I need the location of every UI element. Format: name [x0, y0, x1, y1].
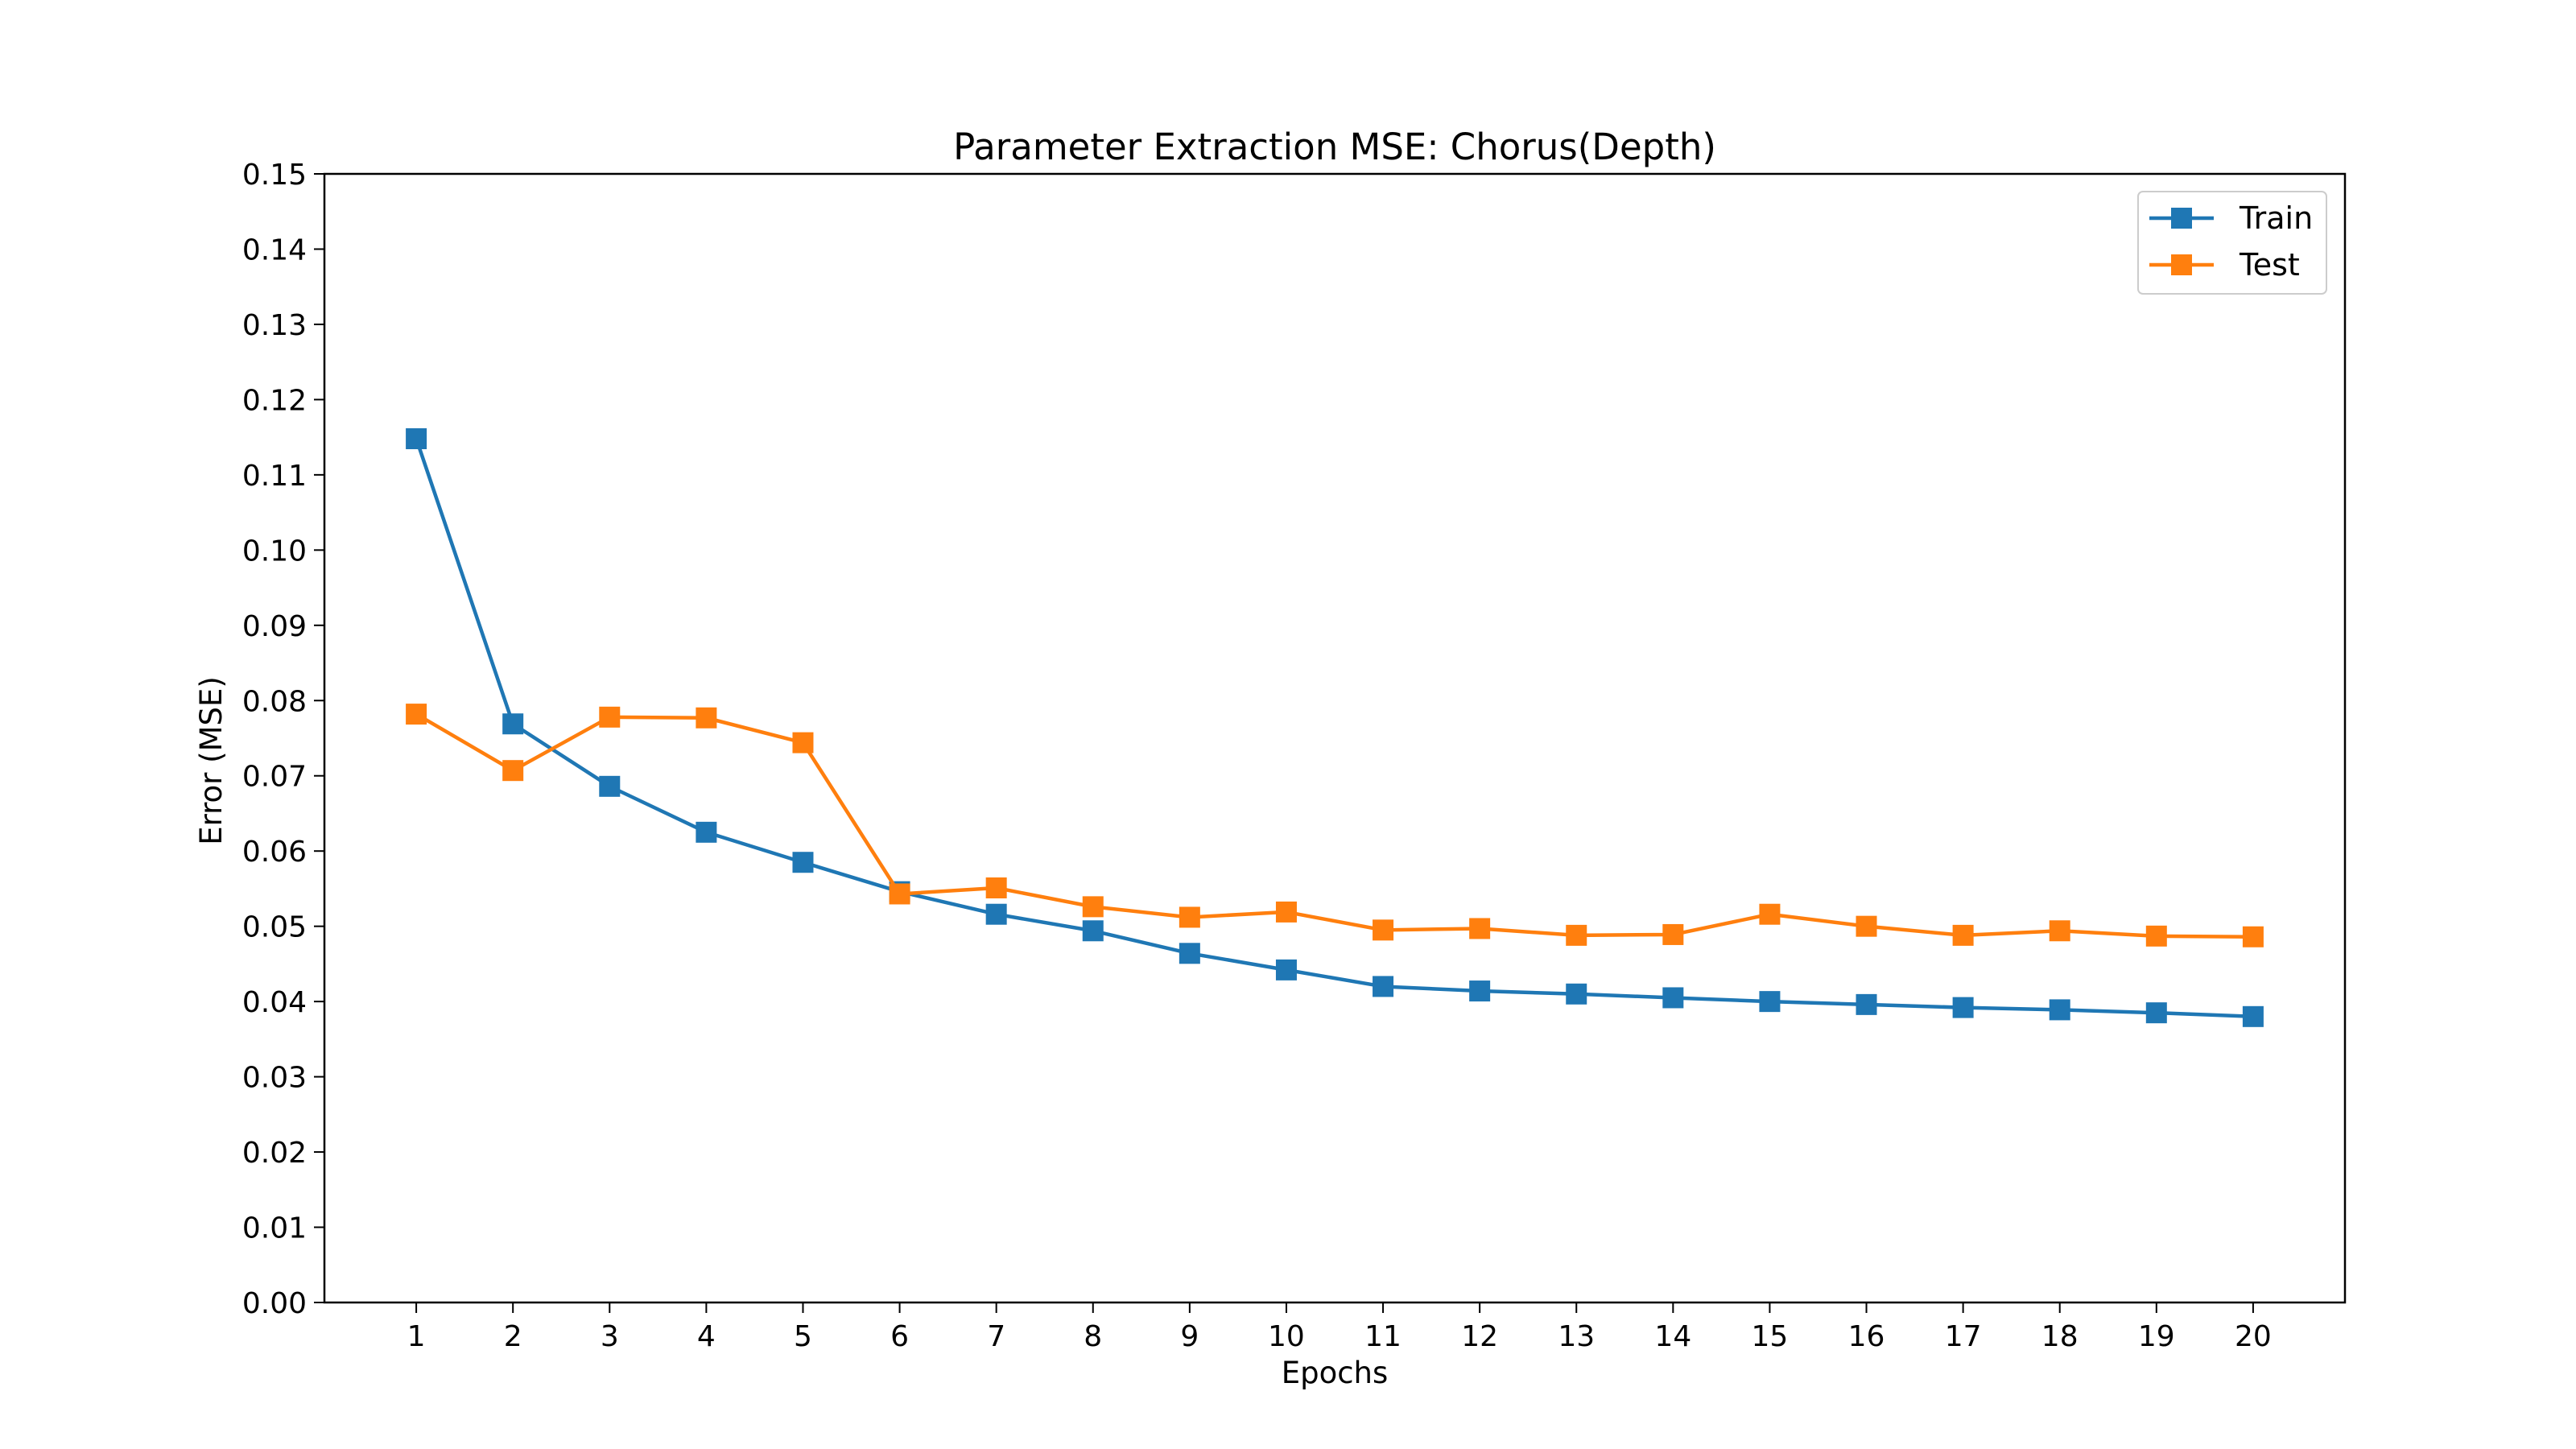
x-tick-label: 20: [2235, 1320, 2272, 1353]
data-point-test: [1275, 901, 1297, 923]
legend-label-train: Train: [2239, 200, 2313, 236]
data-point-train: [1566, 983, 1587, 1005]
data-point-train: [2242, 1005, 2264, 1027]
data-point-test: [502, 760, 524, 782]
legend-marker-train: [2171, 208, 2192, 229]
data-point-train: [1856, 993, 1877, 1015]
x-tick-label: 12: [1461, 1320, 1498, 1353]
series-line-train: [414, 436, 2256, 1019]
y-tick-label: 0.03: [242, 1062, 307, 1095]
y-tick-label: 0.09: [242, 610, 307, 643]
data-point-test: [985, 877, 1007, 898]
data-point-test: [2145, 925, 2167, 947]
y-tick-label: 0.11: [242, 460, 307, 493]
x-tick-label: 5: [794, 1320, 812, 1353]
x-axis-label: Epochs: [1282, 1356, 1389, 1390]
x-tick-label: 11: [1364, 1320, 1402, 1353]
data-point-train: [1952, 997, 1974, 1018]
x-tick-label: 7: [987, 1320, 1005, 1353]
y-tick-label: 0.14: [242, 233, 307, 266]
x-tick-label: 10: [1268, 1320, 1305, 1353]
legend-marker-test: [2171, 254, 2192, 275]
y-tick-label: 0.01: [242, 1212, 307, 1245]
y-tick-label: 0.12: [242, 384, 307, 417]
data-point-test: [2242, 926, 2264, 947]
data-point-train: [599, 775, 621, 797]
data-point-test: [1759, 903, 1781, 925]
x-tick-label: 13: [1558, 1320, 1595, 1353]
x-tick-label: 2: [504, 1320, 522, 1353]
legend-label-test: Test: [2239, 247, 2300, 283]
x-tick-label: 4: [697, 1320, 716, 1353]
data-point-test: [1662, 923, 1684, 945]
data-point-train: [406, 428, 427, 450]
y-tick-label: 0.04: [242, 986, 307, 1019]
x-tick-label: 6: [890, 1320, 909, 1353]
data-point-train: [696, 821, 717, 843]
y-tick-label: 0.13: [242, 309, 307, 342]
y-tick-label: 0.08: [242, 685, 307, 718]
data-point-train: [1759, 991, 1781, 1013]
data-point-test: [1469, 918, 1491, 939]
chart-title: Parameter Extraction MSE: Chorus(Depth): [953, 126, 1716, 168]
x-tick-label: 16: [1848, 1320, 1885, 1353]
series-line-test: [414, 712, 2256, 939]
data-point-test: [696, 707, 717, 729]
x-tick-label: 17: [1945, 1320, 1982, 1353]
data-point-test: [889, 883, 910, 905]
data-point-train: [1662, 987, 1684, 1009]
data-point-train: [1082, 920, 1104, 942]
data-point-train: [2049, 999, 2070, 1021]
data-point-train: [1179, 943, 1200, 964]
plot-area: 0.00 0.01 0.02 0.03 0.04 0.05 0.06 0.07 0.08 0.09…: [242, 159, 2347, 1353]
data-point-train: [1373, 976, 1394, 997]
data-point-test: [1856, 915, 1877, 937]
y-tick-label: 0.05: [242, 911, 307, 944]
data-point-train: [2145, 1002, 2167, 1024]
x-tick-label: 14: [1654, 1320, 1691, 1353]
x-tick-label: 18: [2041, 1320, 2079, 1353]
data-point-test: [2049, 920, 2070, 942]
y-tick-label: 0.06: [242, 836, 307, 869]
y-tick-label: 0.10: [242, 535, 307, 568]
y-tick-label: 0.02: [242, 1137, 307, 1170]
data-point-train: [1275, 959, 1297, 980]
data-point-test: [406, 704, 427, 725]
x-tick-label: 8: [1084, 1320, 1102, 1353]
y-axis-label: Error (MSE): [194, 676, 229, 845]
x-tick-label: 1: [407, 1320, 426, 1353]
data-point-train: [792, 852, 814, 873]
data-point-test: [1179, 906, 1200, 928]
x-tick-label: 19: [2138, 1320, 2175, 1353]
x-tick-label: 3: [601, 1320, 619, 1353]
data-point-test: [792, 732, 814, 753]
y-tick-label: 0.15: [242, 159, 307, 192]
y-tick-label: 0.07: [242, 761, 307, 794]
data-point-test: [1082, 896, 1104, 918]
x-tick-label: 9: [1180, 1320, 1199, 1353]
axes-frame: [323, 172, 2347, 1304]
y-tick-label: 0.00: [242, 1287, 307, 1320]
data-point-test: [1566, 924, 1587, 946]
data-point-test: [1952, 924, 1974, 946]
data-point-train: [985, 903, 1007, 925]
data-point-test: [599, 706, 621, 728]
legend: Train Test: [2137, 191, 2327, 295]
data-point-train: [502, 713, 524, 735]
x-tick-label: 15: [1752, 1320, 1789, 1353]
data-point-train: [1469, 980, 1491, 1002]
data-point-test: [1373, 919, 1394, 941]
